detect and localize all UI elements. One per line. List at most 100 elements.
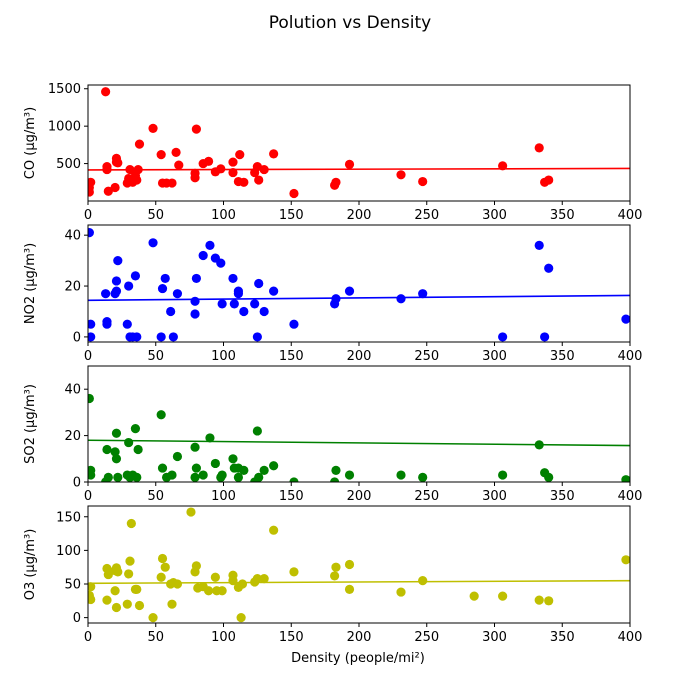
- o3-point: [88, 582, 96, 592]
- so2-point: [228, 454, 238, 464]
- o3-point: [156, 572, 166, 582]
- so2-point: [289, 477, 299, 482]
- co-point: [88, 177, 96, 187]
- so2-point: [259, 465, 269, 475]
- no2-point: [233, 286, 244, 296]
- no2-point: [156, 332, 166, 342]
- so2-x-tick-label: 300: [482, 489, 507, 504]
- so2-x-tick-label: 150: [279, 489, 304, 504]
- so2-point: [217, 470, 227, 480]
- o3-point: [124, 569, 134, 579]
- no2-x-tick-label: 200: [347, 349, 372, 364]
- co-point: [148, 123, 158, 134]
- no2-point: [396, 294, 406, 304]
- no2-y-tick-label: 40: [64, 229, 81, 244]
- co-x-tick-label: 100: [211, 208, 236, 223]
- o3-x-tick-label: 50: [147, 630, 164, 645]
- co-panel: 0 50 100 150 200 250 300 350 400 500 1000 1500 CO (µ…: [23, 82, 642, 223]
- co-point: [203, 156, 214, 166]
- o3-point: [122, 599, 132, 609]
- co-point: [498, 161, 508, 171]
- o3-point: [498, 591, 508, 601]
- no2-point: [198, 250, 208, 261]
- co-point: [228, 167, 238, 178]
- so2-point: [167, 470, 177, 480]
- no2-point: [540, 332, 550, 342]
- no2-x-tick-label: 300: [482, 349, 507, 364]
- o3-point: [110, 586, 120, 596]
- so2-frame: [87, 365, 631, 483]
- co-point: [113, 158, 123, 168]
- o3-point: [237, 579, 248, 589]
- co-y-tick-label: 500: [56, 157, 81, 172]
- so2-x-tick-label: 350: [550, 489, 575, 504]
- no2-x-tick-label: 350: [550, 349, 575, 364]
- co-x-tick-label: 350: [550, 208, 575, 223]
- co-point: [259, 164, 269, 175]
- co-point: [88, 187, 94, 197]
- no2-point: [88, 228, 94, 238]
- o3-point: [113, 567, 123, 577]
- o3-x-tick-label: 350: [550, 630, 575, 645]
- co-x-tick-label: 0: [84, 208, 92, 223]
- so2-point: [344, 470, 355, 480]
- so2-point: [111, 454, 122, 464]
- no2-point: [124, 281, 134, 291]
- no2-point: [216, 258, 226, 268]
- so2-x-tick-label: 250: [414, 489, 439, 504]
- no2-point: [498, 332, 508, 342]
- co-point: [103, 186, 113, 196]
- co-point: [101, 87, 111, 97]
- no2-y-tick-label: 0: [73, 330, 81, 345]
- so2-point: [124, 437, 134, 448]
- o3-point: [344, 584, 355, 594]
- co-point: [239, 177, 249, 187]
- no2-point: [111, 276, 122, 286]
- co-x-tick-label: 250: [414, 208, 439, 223]
- so2-point: [205, 433, 215, 443]
- co-point: [235, 150, 245, 160]
- co-point: [254, 175, 264, 185]
- co-plot-area: [88, 85, 630, 201]
- o3-point: [217, 586, 227, 596]
- co-x-tick-label: 150: [279, 208, 304, 223]
- no2-panel: 0 50 100 150 200 250 300 350 400 0 20 40 NO2 (µg/m³): [23, 224, 642, 364]
- co-point: [544, 175, 554, 185]
- so2-x-tick-label: 50: [147, 489, 164, 504]
- no2-point: [148, 238, 158, 248]
- so2-point: [252, 426, 262, 436]
- co-trend-line: [88, 167, 630, 171]
- o3-x-tick-label: 150: [279, 630, 304, 645]
- co-point: [132, 175, 142, 185]
- so2-x-tick-label: 200: [347, 489, 372, 504]
- co-point: [228, 157, 238, 167]
- no2-trend-line: [88, 294, 630, 302]
- o3-point: [111, 602, 122, 613]
- o3-panel: 0 50 100 150 200 250 300 350 400 0 50 100 150 O3 (µg/…: [23, 505, 642, 645]
- o3-frame: [87, 505, 631, 624]
- o3-point: [134, 600, 145, 611]
- no2-point: [113, 256, 123, 266]
- o3-point: [330, 571, 340, 581]
- no2-point: [102, 317, 112, 327]
- no2-point: [544, 263, 554, 273]
- no2-point: [168, 332, 178, 342]
- o3-point: [544, 596, 554, 606]
- no2-point: [331, 294, 341, 304]
- o3-point: [210, 572, 220, 582]
- no2-point: [160, 273, 170, 284]
- no2-point: [157, 283, 168, 294]
- o3-point: [289, 567, 299, 577]
- o3-point: [126, 518, 136, 529]
- so2-point: [621, 475, 630, 482]
- so2-x-tick-label: 400: [618, 489, 643, 504]
- o3-point: [259, 574, 269, 584]
- so2-point: [103, 472, 113, 482]
- no2-point: [205, 240, 215, 250]
- co-y-tick-label: 1500: [48, 82, 81, 97]
- o3-x-tick-label: 300: [482, 630, 507, 645]
- co-point: [110, 182, 120, 193]
- o3-point: [228, 570, 238, 580]
- o3-marks: [88, 507, 630, 623]
